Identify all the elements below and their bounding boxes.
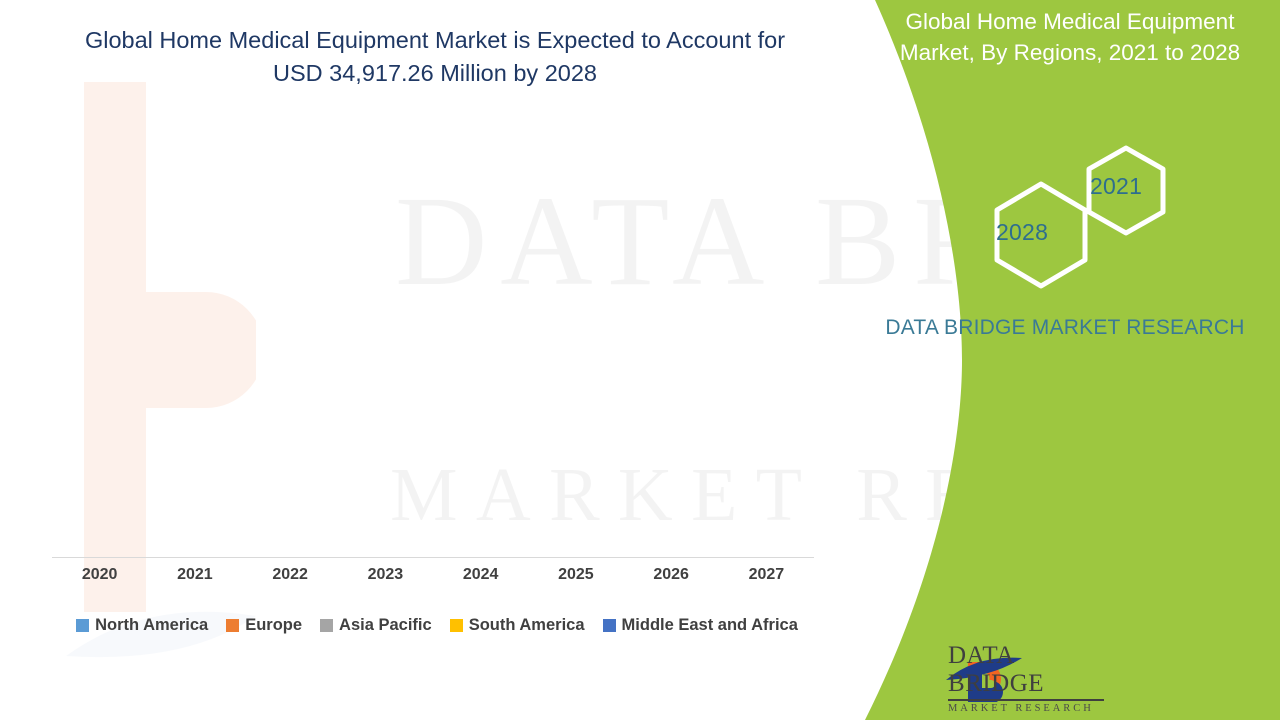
logo-text-block: DATA BRIDGE MARKET RESEARCH (948, 642, 1108, 714)
bar-group[interactable] (433, 150, 528, 558)
brand-side-panel: Global Home Medical Equipment Market, By… (850, 0, 1280, 720)
data-bridge-logo-mark-icon (946, 640, 1022, 702)
legend-label: Asia Pacific (339, 616, 432, 634)
bar-group[interactable] (243, 150, 338, 558)
bar-group[interactable] (52, 150, 147, 558)
x-axis-line (52, 557, 814, 558)
green-panel-shape (865, 0, 1280, 720)
legend-item[interactable]: Asia Pacific (320, 616, 432, 635)
legend-label: Middle East and Africa (621, 616, 798, 634)
bar-group[interactable] (528, 150, 623, 558)
legend-item[interactable]: Middle East and Africa (602, 616, 798, 635)
bar-group[interactable] (147, 150, 242, 558)
legend-swatch (320, 619, 334, 632)
x-axis-tick-label: 2027 (748, 566, 785, 583)
chart-title: Global Home Medical Equipment Market is … (84, 27, 786, 86)
bar-group[interactable] (624, 150, 719, 558)
legend-item[interactable]: North America (76, 616, 208, 635)
company-logo: DATA BRIDGE MARKET RESEARCH (864, 636, 1104, 714)
legend-swatch (76, 619, 90, 632)
x-axis-tick-label: 2025 (558, 566, 594, 583)
hexagon-outlines-icon (994, 145, 1166, 289)
plot-area (52, 150, 814, 558)
legend-item[interactable]: South America (449, 616, 585, 635)
x-axis-tick-label: 2024 (462, 566, 499, 583)
brand-name-text: DATA BRIDGE MARKET RESEARCH (885, 316, 1245, 339)
legend-label: South America (468, 616, 585, 634)
legend-label: Europe (245, 616, 303, 634)
x-axis-tick-label: 2026 (653, 566, 689, 583)
chart-legend: North America Europe Asia Pacific South Ame… (52, 616, 822, 635)
hexagon-group: 2028 2021 (968, 140, 1198, 290)
bar-group[interactable] (719, 150, 814, 558)
legend-swatch (226, 619, 240, 632)
x-axis-tick-label: 2021 (177, 566, 213, 583)
legend-swatch (602, 619, 616, 632)
x-axis-tick-labels: 2020 2021 2022 2023 2024 2025 2026 2027 (52, 566, 814, 584)
hexagon-label-2028: 2028 (996, 219, 1049, 245)
legend-label: North America (95, 616, 209, 634)
hexagon-label-2021: 2021 (1090, 173, 1143, 199)
x-axis-tick-label: 2022 (272, 566, 308, 583)
legend-item[interactable]: Europe (226, 616, 302, 635)
logo-text-sub: MARKET RESEARCH (948, 702, 1094, 714)
bar-series-container (52, 150, 814, 558)
panel-title: Global Home Medical Equipment Market, By… (899, 9, 1241, 65)
x-axis-tick-label: 2020 (81, 566, 118, 583)
legend-swatch (449, 619, 463, 632)
brand-panel-content: Global Home Medical Equipment Market, By… (850, 0, 1280, 720)
logo-divider (948, 699, 1104, 701)
logo-text-main: DATA BRIDGE (948, 642, 1045, 697)
bar-group[interactable] (338, 150, 433, 558)
x-axis-tick-label: 2023 (367, 566, 404, 583)
chart-panel: Global Home Medical Equipment Market is … (52, 27, 822, 635)
